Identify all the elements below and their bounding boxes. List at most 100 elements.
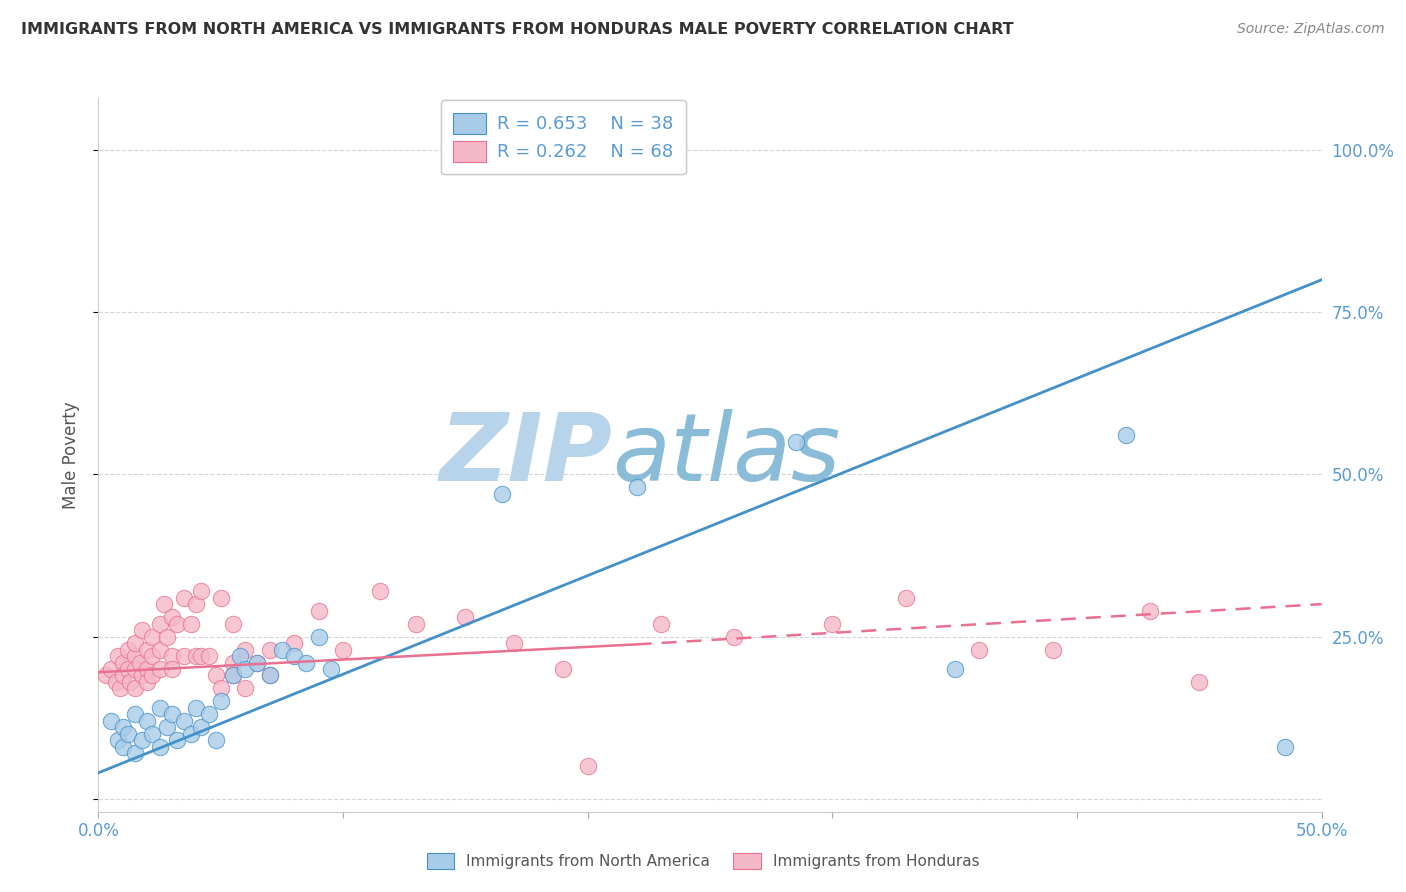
Point: [332, 642, 354, 657]
Point: [650, 616, 672, 631]
Point: [503, 636, 526, 650]
Point: [259, 668, 281, 682]
Point: [308, 630, 330, 644]
Point: [160, 707, 183, 722]
Point: [166, 616, 188, 631]
Y-axis label: Male Poverty: Male Poverty: [62, 401, 80, 508]
Point: [124, 681, 146, 696]
Point: [197, 707, 219, 722]
Point: [107, 648, 129, 663]
Point: [454, 610, 477, 624]
Point: [1188, 675, 1211, 690]
Point: [94, 668, 117, 682]
Point: [270, 642, 294, 657]
Point: [160, 648, 183, 663]
Point: [124, 648, 146, 663]
Point: [405, 616, 427, 631]
Point: [222, 616, 245, 631]
Point: [1139, 604, 1161, 618]
Point: [209, 681, 232, 696]
Point: [149, 642, 172, 657]
Point: [124, 662, 146, 676]
Point: [141, 648, 163, 663]
Point: [124, 747, 146, 761]
Point: [100, 714, 122, 728]
Point: [246, 656, 269, 670]
Point: [149, 616, 172, 631]
Point: [368, 584, 391, 599]
Point: [943, 662, 966, 676]
Point: [1115, 428, 1137, 442]
Point: [222, 668, 245, 682]
Point: [149, 701, 172, 715]
Point: [110, 681, 132, 696]
Text: atlas: atlas: [612, 409, 841, 500]
Point: [209, 591, 232, 605]
Point: [205, 668, 228, 682]
Point: [222, 668, 245, 682]
Point: [136, 642, 159, 657]
Point: [107, 733, 129, 747]
Point: [156, 720, 179, 734]
Point: [124, 636, 146, 650]
Point: [295, 656, 318, 670]
Point: [156, 630, 179, 644]
Point: [117, 642, 139, 657]
Point: [111, 720, 134, 734]
Point: [173, 591, 195, 605]
Point: [173, 648, 195, 663]
Point: [821, 616, 844, 631]
Point: [160, 662, 183, 676]
Point: [180, 616, 202, 631]
Point: [120, 675, 142, 690]
Point: [111, 668, 134, 682]
Point: [104, 675, 127, 690]
Point: [160, 610, 183, 624]
Point: [186, 597, 208, 611]
Point: [553, 662, 575, 676]
Point: [626, 480, 648, 494]
Point: [283, 648, 305, 663]
Point: [197, 648, 219, 663]
Point: [149, 739, 172, 754]
Point: [190, 648, 212, 663]
Point: [100, 662, 122, 676]
Point: [136, 714, 159, 728]
Point: [233, 662, 256, 676]
Point: [259, 668, 281, 682]
Point: [246, 656, 269, 670]
Point: [131, 668, 153, 682]
Point: [233, 681, 256, 696]
Point: [131, 733, 153, 747]
Point: [723, 630, 745, 644]
Point: [209, 694, 232, 708]
Point: [967, 642, 990, 657]
Point: [190, 584, 212, 599]
Point: [308, 604, 330, 618]
Text: ZIP: ZIP: [439, 409, 612, 501]
Point: [111, 656, 134, 670]
Point: [131, 623, 153, 637]
Point: [283, 636, 305, 650]
Point: [136, 662, 159, 676]
Text: Source: ZipAtlas.com: Source: ZipAtlas.com: [1237, 22, 1385, 37]
Point: [233, 642, 256, 657]
Point: [186, 648, 208, 663]
Point: [141, 727, 163, 741]
Point: [129, 656, 152, 670]
Point: [1274, 739, 1296, 754]
Point: [1042, 642, 1064, 657]
Point: [124, 707, 146, 722]
Point: [186, 701, 208, 715]
Point: [205, 733, 228, 747]
Legend: Immigrants from North America, Immigrants from Honduras: Immigrants from North America, Immigrant…: [420, 847, 986, 875]
Point: [149, 662, 172, 676]
Point: [117, 727, 139, 741]
Point: [229, 648, 252, 663]
Point: [136, 675, 159, 690]
Point: [111, 739, 134, 754]
Point: [141, 630, 163, 644]
Text: IMMIGRANTS FROM NORTH AMERICA VS IMMIGRANTS FROM HONDURAS MALE POVERTY CORRELATI: IMMIGRANTS FROM NORTH AMERICA VS IMMIGRA…: [21, 22, 1014, 37]
Point: [141, 668, 163, 682]
Point: [576, 759, 599, 773]
